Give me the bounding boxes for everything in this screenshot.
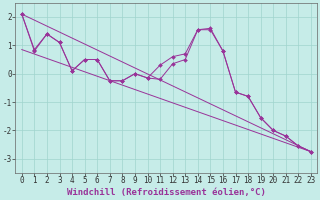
X-axis label: Windchill (Refroidissement éolien,°C): Windchill (Refroidissement éolien,°C) bbox=[67, 188, 266, 197]
